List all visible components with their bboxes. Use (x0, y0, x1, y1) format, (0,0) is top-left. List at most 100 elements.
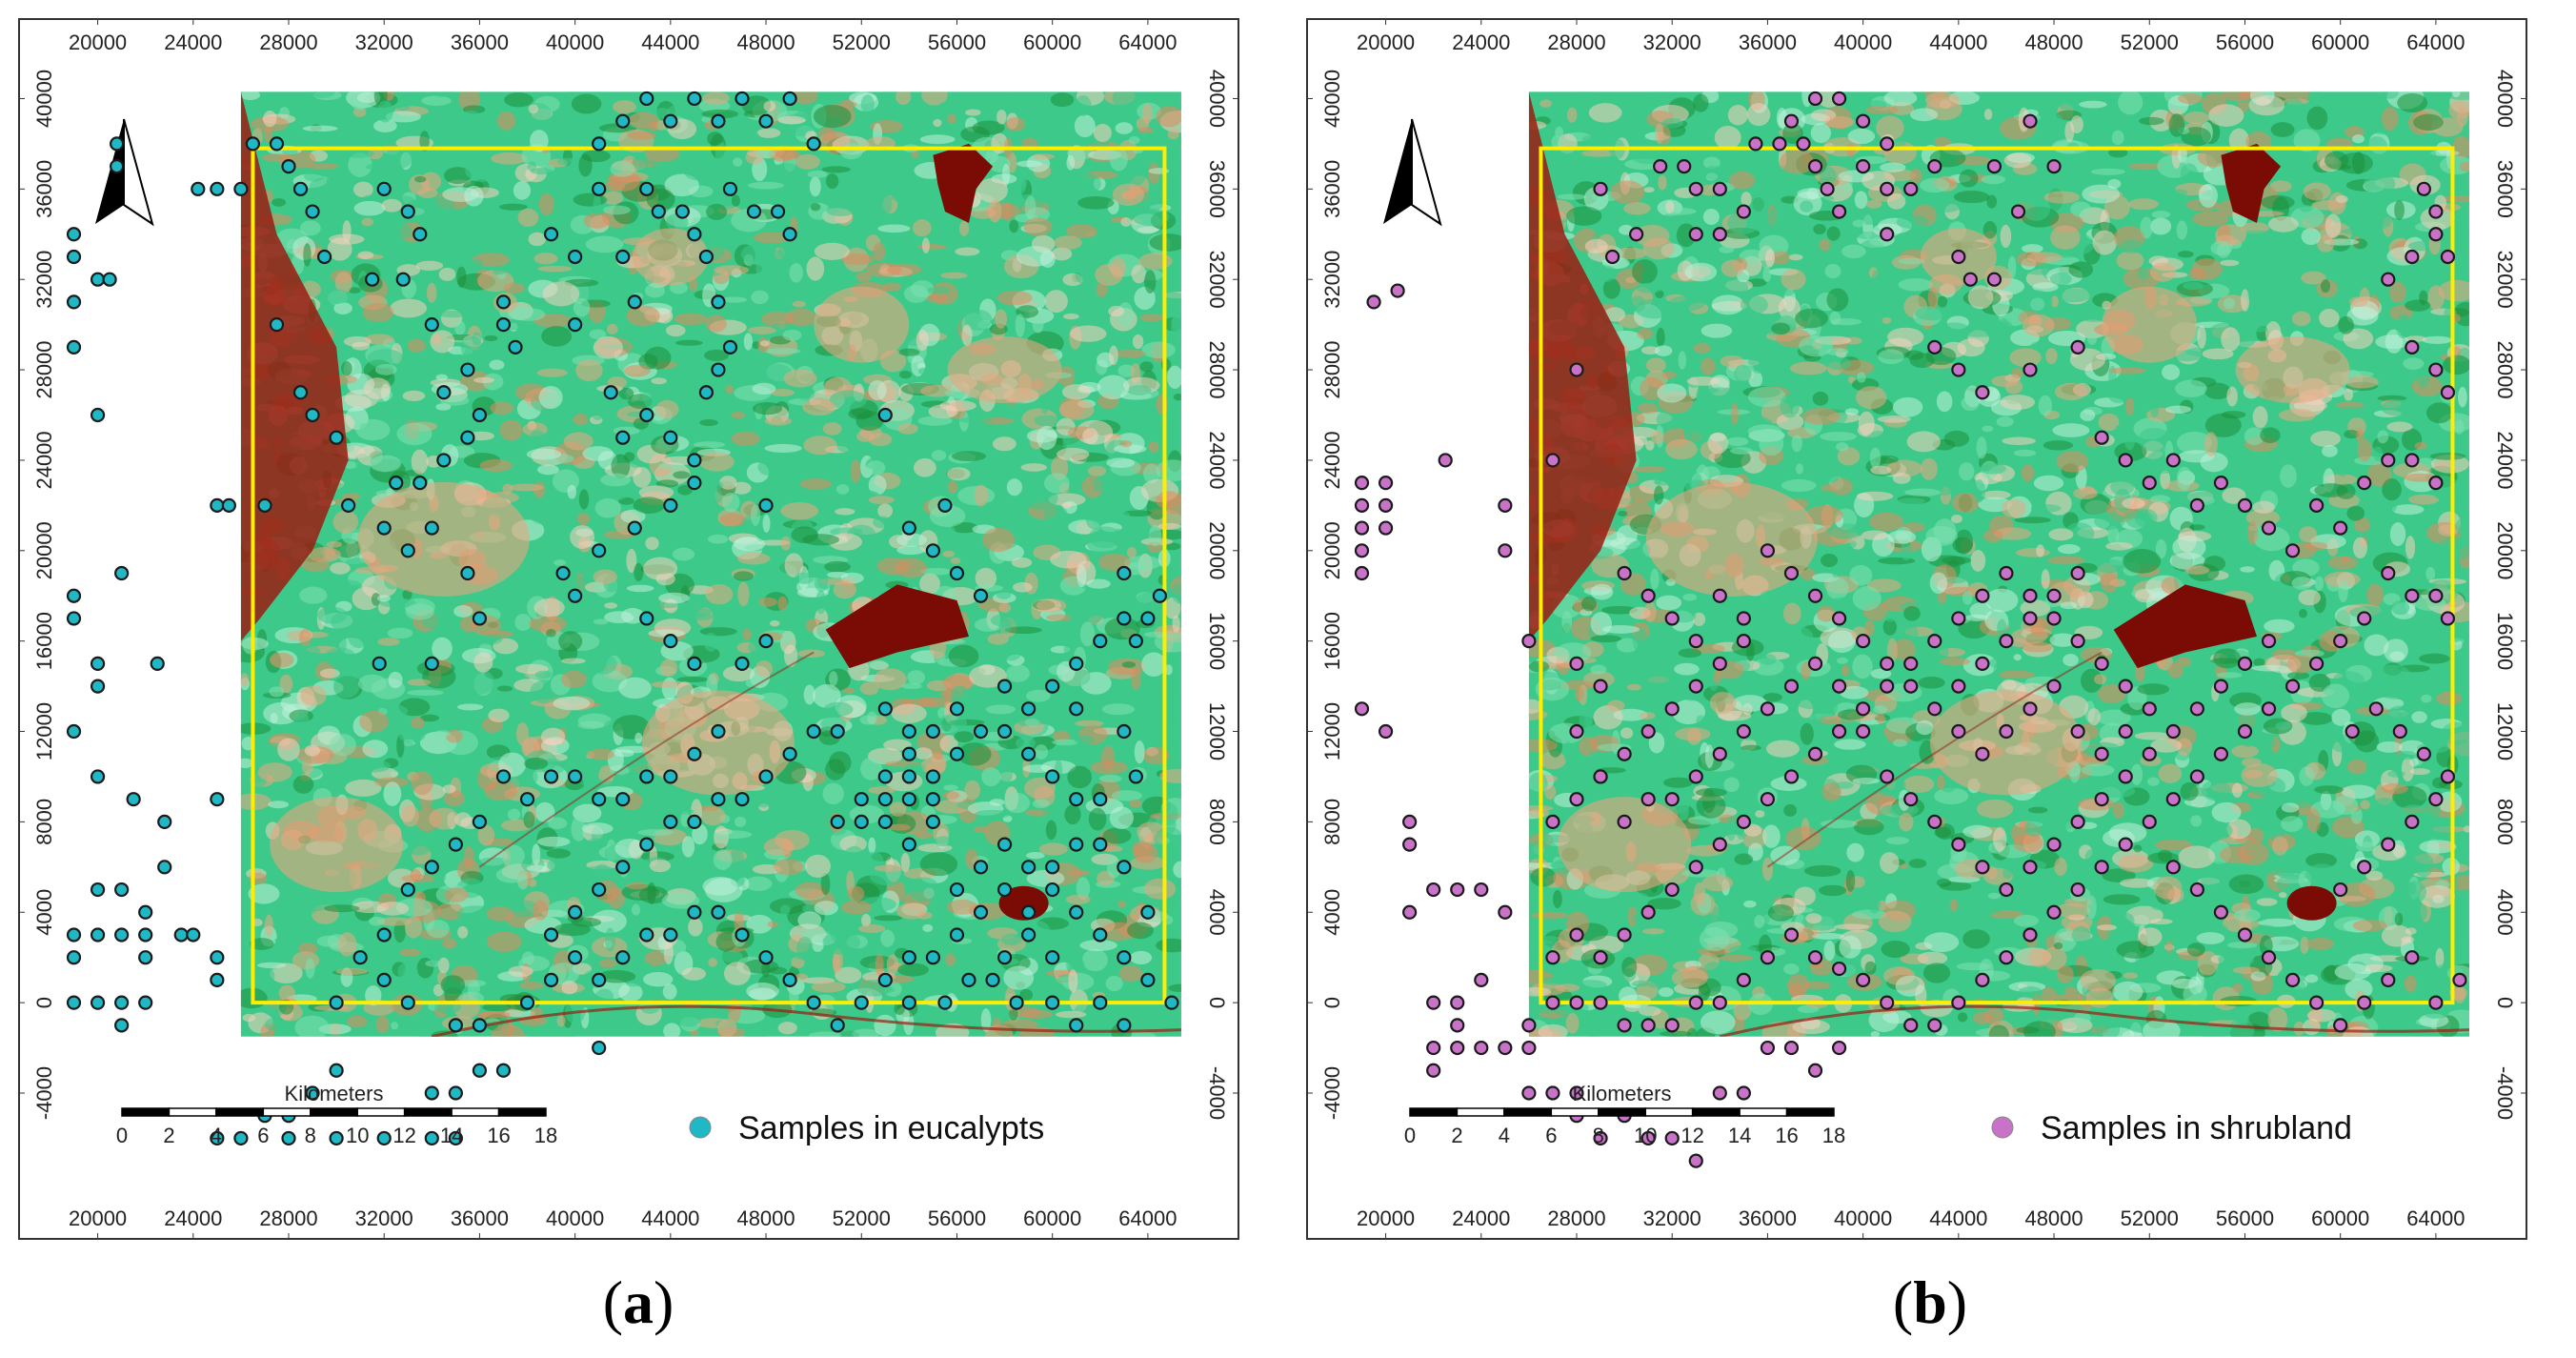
sample-point (436, 385, 452, 400)
sample-point (949, 565, 965, 581)
scale-bar-label: 14 (440, 1124, 463, 1147)
town-area (2113, 584, 2257, 669)
sample-point (2428, 362, 2444, 377)
sample-point (1354, 543, 1370, 558)
x-tick-top: 36000 (1739, 30, 1797, 54)
y-tick-right: 40000 (1205, 70, 1229, 128)
sample-point (674, 204, 690, 219)
sample-point (1474, 882, 1489, 898)
y-tick-right: -4000 (1205, 1066, 1229, 1120)
scale-bar-label: 10 (346, 1124, 369, 1147)
sample-point (495, 769, 512, 784)
sample-point (973, 588, 989, 603)
scale-bar-label: 0 (1404, 1124, 1416, 1147)
sample-point (210, 972, 225, 988)
sample-point (615, 249, 631, 265)
sample-point (627, 520, 642, 536)
sample-point (543, 769, 559, 784)
sample-point (1783, 679, 1800, 694)
sample-point (1736, 634, 1751, 649)
satellite-image (240, 91, 1181, 1037)
sample-point (1093, 927, 1108, 942)
y-tick-right: 8000 (2493, 799, 2517, 845)
sample-point (2213, 746, 2229, 761)
sample-point (1880, 181, 1895, 196)
sample-point (1640, 792, 1656, 807)
sample-point (2381, 565, 2396, 581)
sample-point (1807, 91, 1823, 107)
x-tick-bottom: 44000 (1929, 1206, 1987, 1230)
sample-point (1760, 1040, 1776, 1056)
sample-point (257, 497, 272, 513)
sample-point (543, 227, 559, 242)
sample-point (1736, 972, 1751, 988)
sample-point (1569, 656, 1584, 671)
x-tick-top: 40000 (1834, 30, 1892, 54)
x-tick-bottom: 40000 (1834, 1206, 1892, 1230)
sample-point (1426, 1040, 1441, 1056)
y-tick-right: 28000 (1205, 340, 1229, 398)
sample-point (1617, 814, 1632, 829)
sample-points (66, 91, 1179, 1146)
sample-point (281, 1130, 296, 1146)
sample-point (1354, 476, 1370, 491)
sample-point (1688, 860, 1703, 875)
sample-point (2357, 611, 2372, 626)
sample-point (2010, 204, 2026, 219)
sample-point (1783, 927, 1800, 942)
sample-point (1378, 476, 1394, 491)
scale-bar-label: 2 (163, 1124, 174, 1147)
sample-point (1402, 814, 1418, 829)
sample-point (973, 904, 989, 920)
sample-point (90, 995, 106, 1010)
sample-point (2165, 792, 2181, 807)
sample-point (806, 723, 821, 740)
sample-point (722, 339, 738, 355)
sample-point (937, 995, 953, 1010)
sample-point (877, 972, 893, 988)
sample-point (1748, 136, 1763, 152)
y-tick-right: 36000 (1205, 160, 1229, 218)
sample-point (568, 588, 583, 603)
sample-point (1498, 497, 1513, 513)
sample-point (389, 476, 404, 491)
sample-point (329, 995, 344, 1010)
sample-point (1880, 769, 1895, 784)
y-tick-right: 4000 (1205, 889, 1229, 936)
sample-point (1712, 227, 1727, 242)
sample-point (1653, 159, 1668, 174)
scale-bar-label: 12 (1680, 1124, 1703, 1147)
sample-point (758, 634, 774, 649)
sample-point (1545, 950, 1560, 965)
sample-point (1521, 1085, 1537, 1101)
sample-point (901, 520, 916, 536)
scale-bar: Kilometers 0 2 4 6 8 10 12 14 16 18 (116, 1082, 557, 1147)
sample-point (758, 113, 774, 129)
scale-bar-label: 12 (392, 1124, 415, 1147)
sample-point (2237, 656, 2253, 671)
sample-point (830, 723, 845, 740)
y-tick-left: 16000 (1320, 612, 1344, 670)
sample-point (782, 91, 797, 107)
sample-point (1999, 882, 2014, 898)
sample-point (1569, 1085, 1584, 1101)
sample-point (90, 769, 106, 784)
sample-point (1009, 995, 1024, 1010)
sample-point (1640, 723, 1656, 740)
sample-point (1783, 1040, 1800, 1056)
sample-point (1927, 634, 1942, 649)
sample-point (1664, 882, 1680, 898)
sample-point (2357, 860, 2372, 875)
sample-point (2428, 476, 2444, 491)
sample-point (1569, 995, 1584, 1010)
x-tick-bottom: 56000 (2216, 1206, 2274, 1230)
sample-point (2189, 882, 2204, 898)
sample-point (2094, 792, 2109, 807)
sample-point (592, 1040, 607, 1056)
sample-point (2381, 453, 2396, 468)
sample-point (782, 746, 797, 761)
y-tick-right: 24000 (1205, 431, 1229, 489)
y-tick-right: 24000 (2493, 431, 2517, 489)
sample-point (1712, 746, 1727, 761)
sample-point (1426, 1063, 1441, 1078)
